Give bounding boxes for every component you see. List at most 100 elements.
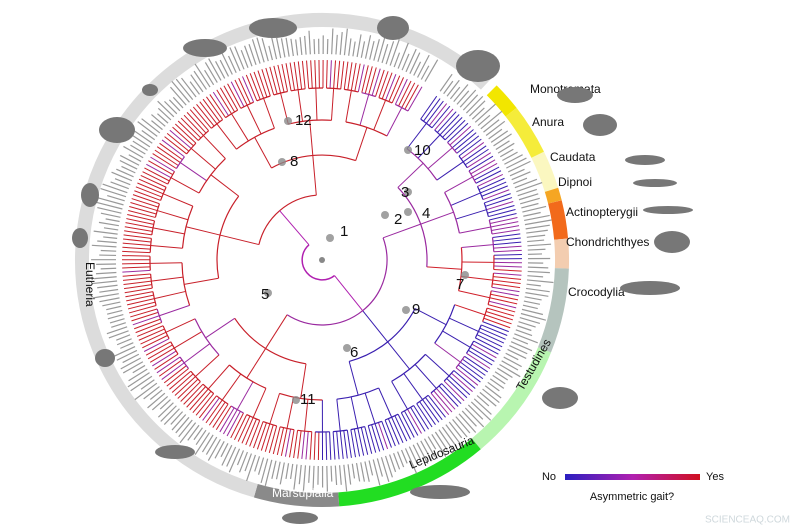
- species-name: [98, 221, 119, 227]
- species-name: [107, 313, 124, 320]
- branch: [290, 88, 306, 92]
- branch: [391, 417, 404, 444]
- species-name: [228, 448, 241, 473]
- branch: [209, 94, 226, 118]
- branch: [493, 245, 522, 249]
- node-marker: [343, 344, 351, 352]
- species-name: [420, 65, 430, 80]
- species-name: [373, 39, 380, 61]
- branch: [368, 420, 383, 427]
- branch: [492, 237, 521, 242]
- node-label: 3: [401, 184, 409, 201]
- branch: [174, 123, 197, 144]
- branch: [301, 431, 306, 460]
- branch: [436, 161, 464, 181]
- ring-segment: [544, 187, 562, 204]
- node-label: 10: [414, 142, 431, 159]
- species-name: [334, 465, 338, 486]
- branch: [227, 83, 242, 109]
- branch: [378, 71, 389, 98]
- species-name: [455, 416, 471, 434]
- branch: [152, 153, 177, 169]
- species-name: [160, 405, 177, 422]
- branch: [423, 98, 441, 122]
- branch: [179, 162, 207, 182]
- branch: [362, 310, 389, 343]
- species-name: [502, 151, 518, 162]
- ring-segment: [338, 438, 481, 507]
- branch: [458, 290, 490, 299]
- species-name: [264, 459, 273, 487]
- species-name: [304, 35, 307, 55]
- branch: [129, 305, 157, 314]
- species-name: [490, 130, 509, 143]
- species-name: [514, 178, 538, 189]
- branch: [212, 91, 229, 116]
- branch: [350, 429, 357, 458]
- species-name: [189, 81, 200, 95]
- species-name: [236, 450, 245, 466]
- node-marker: [278, 158, 286, 166]
- branch: [286, 237, 388, 326]
- branch: [364, 393, 376, 424]
- branch: [216, 123, 237, 150]
- branch: [404, 84, 419, 110]
- branch: [309, 431, 313, 460]
- species-name: [103, 227, 119, 231]
- species-name: [141, 118, 161, 134]
- species-name: [343, 464, 348, 492]
- species-name: [424, 59, 439, 82]
- branch: [493, 254, 522, 256]
- branch: [491, 225, 520, 231]
- branch: [493, 276, 522, 280]
- branch: [265, 314, 288, 349]
- branch: [455, 367, 479, 386]
- branch: [219, 407, 235, 433]
- species-name: [397, 451, 405, 468]
- branch: [148, 160, 173, 176]
- branch: [199, 101, 218, 125]
- species-name: [220, 443, 229, 458]
- branch: [493, 269, 522, 272]
- branch: [265, 67, 275, 96]
- branch: [425, 353, 450, 377]
- branch: [377, 422, 389, 450]
- species-name: [473, 398, 492, 415]
- species-name: [449, 86, 461, 100]
- branch: [441, 383, 462, 405]
- species-name: [474, 103, 496, 123]
- clade-label: Caudata: [550, 150, 596, 164]
- branch: [317, 431, 320, 460]
- branch: [397, 162, 424, 188]
- species-name: [401, 53, 410, 71]
- species-name: [514, 333, 538, 344]
- branch: [123, 238, 152, 243]
- species-name: [204, 69, 215, 86]
- branch: [126, 298, 155, 306]
- species-name: [215, 60, 226, 79]
- species-name: [151, 114, 166, 127]
- ring-segment: [505, 107, 544, 158]
- branch: [126, 294, 154, 302]
- branch: [451, 372, 473, 393]
- species-name: [121, 165, 136, 174]
- branch: [122, 273, 151, 277]
- node-label: 9: [412, 301, 420, 318]
- branch: [128, 210, 156, 218]
- branch: [301, 244, 335, 281]
- branch: [343, 430, 348, 459]
- species-name: [190, 74, 204, 93]
- branch: [481, 185, 508, 197]
- node-label: 2: [394, 211, 402, 228]
- branch: [394, 415, 408, 442]
- branch: [126, 218, 154, 225]
- species-name: [111, 171, 133, 182]
- species-name: [179, 422, 197, 444]
- species-name: [147, 392, 166, 409]
- branch: [364, 426, 373, 454]
- species-name: [97, 197, 124, 206]
- species-name: [157, 107, 172, 121]
- branch: [206, 96, 224, 120]
- branch: [489, 297, 518, 305]
- branch: [131, 198, 159, 208]
